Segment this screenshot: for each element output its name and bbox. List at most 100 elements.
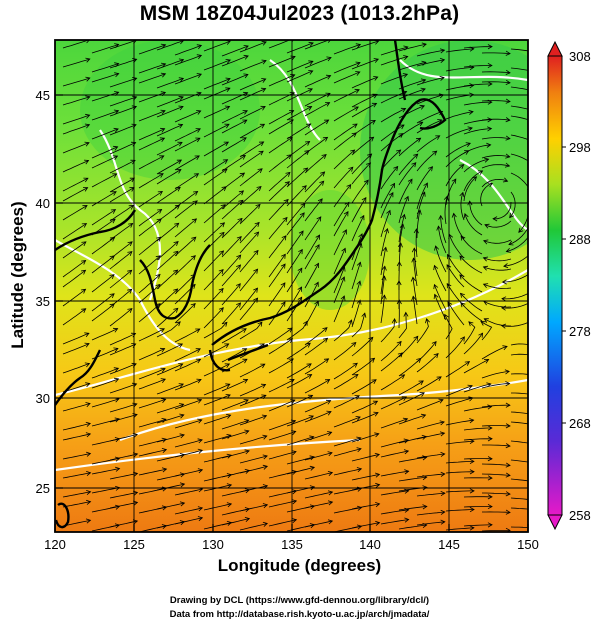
streamline-arrowhead <box>253 297 259 303</box>
streamline-arrowhead <box>196 398 203 404</box>
streamline <box>174 439 203 448</box>
streamline-arrowhead <box>340 276 346 282</box>
streamline <box>510 172 528 188</box>
streamline <box>156 96 184 108</box>
streamline-arrowhead <box>127 269 133 275</box>
streamline-arrowhead <box>156 218 162 224</box>
streamline <box>286 212 305 236</box>
streamline <box>174 155 200 171</box>
streamline-arrowhead <box>178 77 185 83</box>
streamline <box>109 40 137 50</box>
streamline-arrowhead <box>467 200 473 206</box>
streamline-arrowhead <box>291 518 298 523</box>
streamline-arrowhead <box>316 216 322 222</box>
streamline <box>351 179 369 204</box>
streamline <box>351 103 377 118</box>
streamline <box>380 341 402 362</box>
streamline-arrowhead <box>413 335 419 341</box>
streamline <box>174 274 196 295</box>
streamline <box>268 172 291 192</box>
streamline <box>501 321 528 327</box>
streamline-arrowhead <box>373 76 379 81</box>
streamline-arrowhead <box>422 485 428 491</box>
streamline-arrowhead <box>535 480 539 484</box>
streamline-arrowhead <box>501 279 507 285</box>
streamline <box>203 40 231 52</box>
streamline-arrowhead <box>262 464 269 470</box>
streamline <box>286 185 307 207</box>
streamline-arrowhead <box>303 167 309 173</box>
streamline <box>138 92 166 103</box>
streamline <box>380 124 405 142</box>
streamline-arrowhead <box>173 307 179 313</box>
streamline-arrowhead <box>327 40 331 43</box>
streamline <box>464 213 483 236</box>
streamline-arrowhead <box>505 472 511 478</box>
streamline <box>380 183 395 209</box>
streamline <box>91 110 119 121</box>
streamline-arrowhead <box>534 50 538 54</box>
streamline-arrowhead <box>197 487 204 493</box>
streamline <box>304 400 331 413</box>
streamline-arrowhead <box>262 521 268 527</box>
streamline-arrowhead <box>226 453 233 459</box>
streamline <box>416 59 445 67</box>
streamline <box>109 124 137 136</box>
streamline <box>174 200 198 219</box>
streamline-arrowhead <box>404 517 410 523</box>
streamline <box>268 338 293 355</box>
streamline-arrowhead <box>534 70 538 74</box>
y-axis-label: Latitude (degrees) <box>8 201 27 349</box>
streamline-arrowhead <box>173 288 179 294</box>
streamline <box>138 255 161 275</box>
streamline <box>304 93 331 107</box>
streamline-arrowhead <box>346 183 352 190</box>
streamline <box>91 328 118 341</box>
streamline <box>91 418 120 427</box>
streamline <box>286 150 310 169</box>
streamline-arrowhead <box>356 261 362 267</box>
streamline-arrowhead <box>280 263 286 269</box>
streamline <box>445 440 474 445</box>
streamline-arrowhead <box>236 302 242 308</box>
streamline <box>445 94 474 101</box>
streamline <box>239 60 267 72</box>
streamline <box>239 186 262 206</box>
streamline-arrowhead <box>219 222 226 228</box>
streamline <box>333 71 360 84</box>
streamline <box>434 284 447 311</box>
streamline <box>440 215 447 244</box>
streamline <box>91 128 119 140</box>
streamline-arrowhead <box>262 454 268 460</box>
streamline <box>109 251 133 270</box>
streamline-arrowhead <box>381 275 387 281</box>
streamline-arrowhead <box>109 255 115 261</box>
streamline <box>501 293 528 300</box>
streamline <box>203 269 224 291</box>
streamline <box>445 490 474 493</box>
streamline <box>304 180 324 203</box>
streamline <box>445 178 457 206</box>
y-tick-label: 25 <box>36 481 50 496</box>
streamline <box>481 81 511 84</box>
streamline <box>351 454 380 462</box>
streamline <box>62 40 90 49</box>
streamline <box>91 44 119 54</box>
streamline-arrowhead <box>113 127 119 133</box>
streamline <box>62 260 86 278</box>
streamline-arrowhead <box>195 358 202 364</box>
streamline-arrowhead <box>534 423 538 427</box>
streamline-arrowhead <box>173 241 179 247</box>
streamline-arrowhead <box>444 313 449 320</box>
x-tick-label: 135 <box>281 537 303 552</box>
streamline-arrowhead <box>344 201 350 207</box>
streamline <box>304 327 328 346</box>
streamline-arrowhead <box>113 347 119 353</box>
streamline <box>156 106 184 118</box>
streamline <box>304 520 333 528</box>
streamline-arrowhead <box>343 210 349 217</box>
streamline <box>221 218 243 239</box>
coastlines <box>55 40 447 529</box>
streamline <box>398 153 418 176</box>
streamline-arrowhead <box>157 191 163 196</box>
